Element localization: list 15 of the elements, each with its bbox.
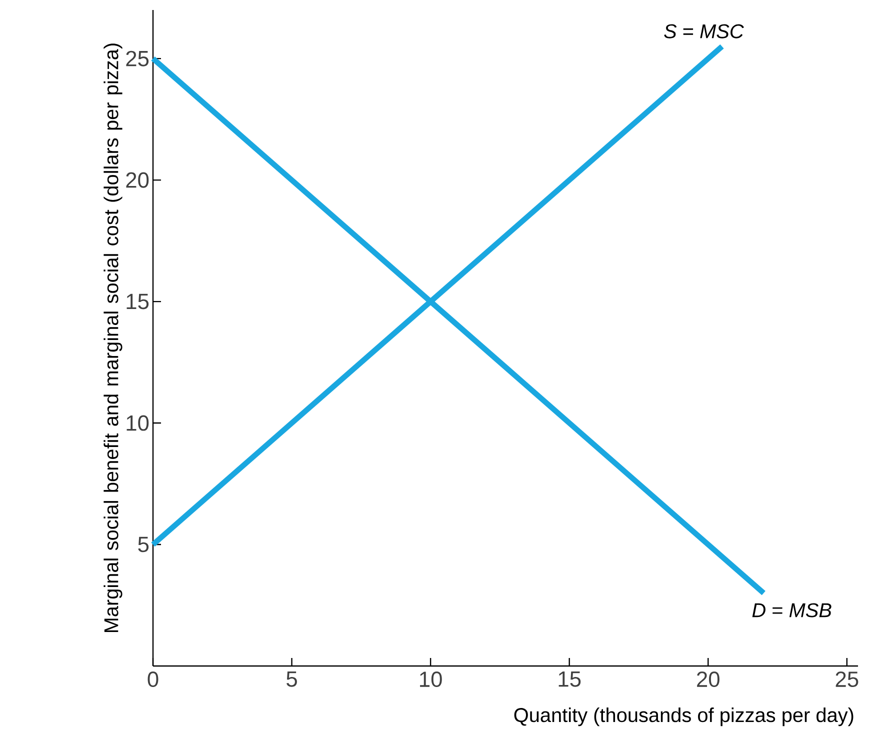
- y-axis-title: Marginal social benefit and marginal social cost (dollars per pizza): [104, 44, 122, 632]
- x-tick-label: 5: [286, 672, 297, 687]
- x-tick-label: 10: [420, 672, 442, 688]
- x-axis-title: Quantity (thousands of pizzas per day): [514, 708, 854, 726]
- y-tick-label: 5: [138, 536, 149, 552]
- y-tick-label: 10: [126, 415, 149, 431]
- series-label: D = MSB: [752, 603, 832, 618]
- x-tick-label: 0: [148, 672, 158, 688]
- y-tick-label: 20: [126, 172, 149, 188]
- x-tick-label: 20: [697, 672, 720, 688]
- x-tick-label: 25: [836, 672, 858, 688]
- series-label: S = MSC: [664, 24, 744, 38]
- x-tick-label: 15: [558, 672, 581, 687]
- y-tick-label: 15: [126, 294, 149, 310]
- y-tick-label: 25: [126, 50, 149, 66]
